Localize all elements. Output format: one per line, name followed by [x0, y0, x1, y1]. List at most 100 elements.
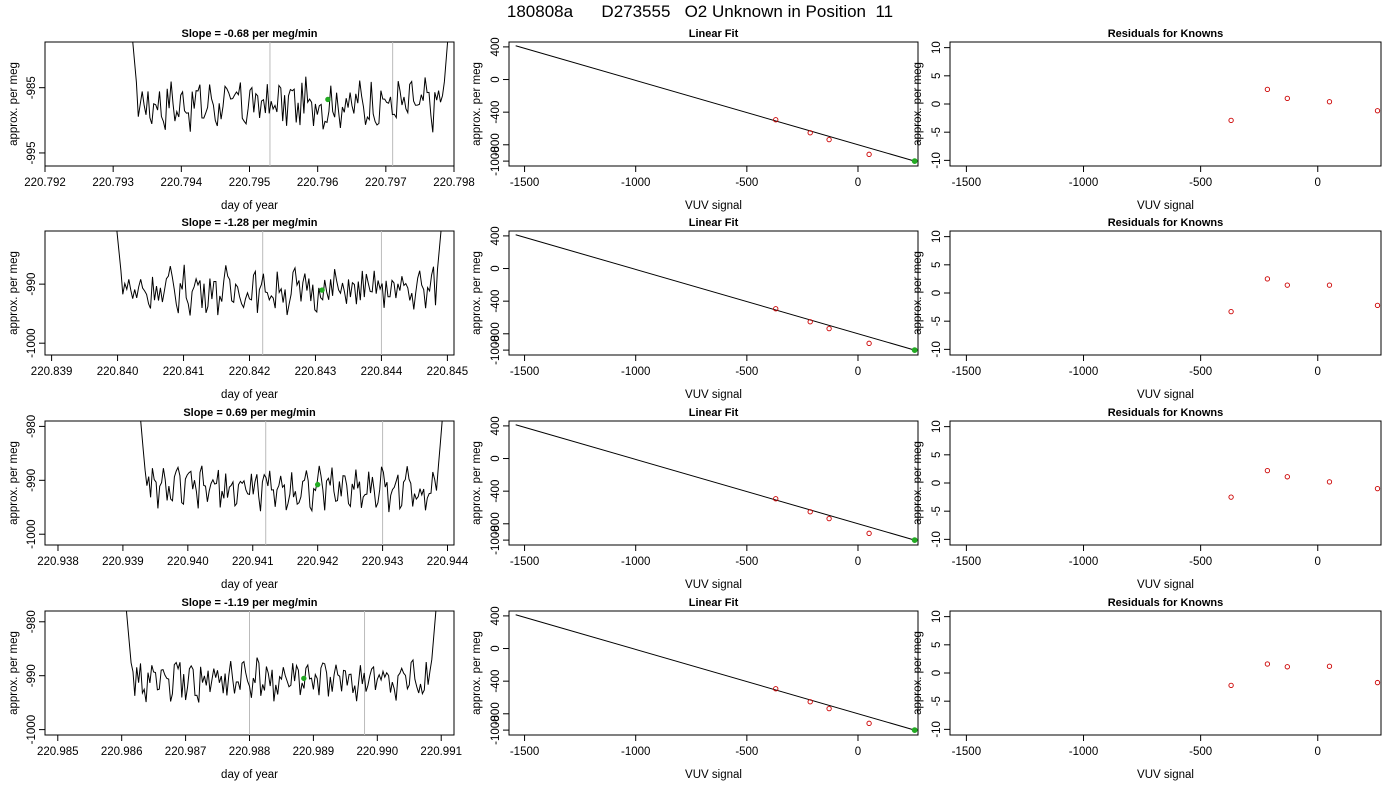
- known-data-point: [1228, 494, 1234, 500]
- plot-area: [132, 42, 449, 166]
- y-tick-label: -1000: [26, 520, 38, 549]
- panel-title: Linear Fit: [689, 28, 739, 40]
- known-data-point: [1264, 661, 1271, 667]
- x-tick-label: 0: [1315, 746, 1321, 758]
- x-tick-label: -1000: [621, 746, 650, 758]
- known-data-point: [1284, 664, 1290, 670]
- x-tick-label: -500: [1189, 177, 1212, 189]
- plot-frame: [508, 230, 919, 356]
- x-tick-label: -1500: [952, 177, 981, 189]
- plot-frame: [949, 420, 1382, 546]
- panel-3: Residuals for Knowns VUV signal approx. pe…: [912, 28, 1382, 212]
- y-tick-label: -800: [490, 322, 502, 345]
- panel-7: Slope = 0.69 per meg/min day of year appro…: [8, 407, 469, 591]
- x-tick-label: 220.795: [229, 177, 271, 189]
- known-data-point: [1264, 467, 1271, 474]
- x-tick-label: 220.842: [229, 366, 271, 378]
- y-axis-label: approx. per meg: [912, 62, 924, 146]
- y-tick-label: 0: [931, 101, 943, 107]
- known-data-point: [1326, 99, 1333, 105]
- plot-frame: [949, 41, 1382, 167]
- x-tick-label: 220.987: [165, 746, 207, 758]
- x-tick-label: -1000: [1069, 556, 1098, 568]
- y-tick-label: 400: [490, 416, 502, 435]
- x-axis-label: day of year: [221, 769, 278, 781]
- known-data-point: [826, 136, 832, 143]
- x-tick-label: 220.798: [433, 177, 475, 189]
- panel-8: Linear Fit VUV signal approx. per meg -1500…: [471, 407, 919, 591]
- panel-title: Linear Fit: [689, 597, 739, 609]
- y-tick-label: -990: [26, 273, 38, 296]
- x-tick-label: -500: [1189, 746, 1212, 758]
- fit-line: [515, 424, 915, 541]
- panel-1: Slope = -0.68 per meg/min day of year appr…: [8, 28, 475, 212]
- x-tick-label: -500: [1189, 366, 1212, 378]
- known-data-point: [826, 516, 832, 522]
- known-data-point: [1374, 485, 1381, 492]
- x-tick-label: 220.988: [229, 746, 271, 758]
- y-tick-label: 0: [931, 290, 943, 296]
- x-tick-label: 0: [855, 746, 861, 758]
- y-tick-label: -990: [26, 664, 38, 687]
- y-tick-label: 10: [931, 41, 943, 54]
- y-tick-label: 5: [931, 262, 943, 268]
- x-tick-label: 220.942: [297, 556, 339, 568]
- time-trace-line: [125, 611, 437, 703]
- x-tick-label: 220.844: [361, 366, 403, 378]
- x-tick-label: 220.991: [420, 746, 462, 758]
- plot-frame: [508, 41, 919, 167]
- plot-frame: [508, 420, 919, 546]
- plot-area: [140, 421, 443, 545]
- y-tick-label: 5: [931, 642, 943, 648]
- panel-4: Slope = -1.28 per meg/min day of year appr…: [8, 217, 468, 401]
- x-axis-label: VUV signal: [685, 769, 742, 781]
- x-axis-label: VUV signal: [685, 579, 742, 591]
- y-tick-label: 0: [490, 76, 502, 82]
- y-axis-label: approx. per meg: [8, 631, 20, 715]
- plot-frame: [949, 230, 1382, 356]
- x-tick-label: -1500: [510, 366, 539, 378]
- y-tick-label: -1000: [490, 335, 502, 364]
- unknown-data-point: [911, 158, 918, 165]
- y-tick-label: -980: [26, 415, 38, 438]
- y-tick-label: -1000: [26, 328, 38, 357]
- unknown-data-point: [911, 347, 918, 354]
- y-tick-label: -400: [490, 290, 502, 313]
- panel-title: Slope = -1.28 per meg/min: [181, 217, 317, 229]
- panel-2: Linear Fit VUV signal approx. per meg -1500…: [471, 28, 919, 212]
- y-tick-label: -400: [490, 101, 502, 124]
- panel-5: Linear Fit VUV signal approx. per meg -1500…: [471, 217, 919, 401]
- y-tick-label: 5: [931, 452, 943, 458]
- x-tick-label: 0: [1315, 366, 1321, 378]
- plot-frame: [44, 420, 455, 546]
- y-tick-label: -800: [490, 512, 502, 535]
- panel-6: Residuals for Knowns VUV signal approx. pe…: [912, 217, 1382, 401]
- x-tick-label: 220.944: [427, 556, 469, 568]
- x-tick-label: 220.792: [24, 177, 66, 189]
- known-data-point: [1326, 479, 1333, 485]
- panel-title: Slope = 0.69 per meg/min: [183, 407, 316, 419]
- plot-area: [1228, 86, 1381, 123]
- x-tick-label: -1500: [952, 556, 981, 568]
- x-axis-label: VUV signal: [685, 389, 742, 401]
- x-axis-label: day of year: [221, 579, 278, 591]
- y-axis-label: approx. per meg: [8, 62, 20, 146]
- time-trace-line: [132, 42, 449, 133]
- x-tick-label: 220.841: [163, 366, 205, 378]
- x-axis-label: day of year: [221, 200, 278, 212]
- x-tick-label: -500: [1189, 556, 1212, 568]
- x-tick-label: 220.939: [102, 556, 144, 568]
- panel-title: Linear Fit: [689, 407, 739, 419]
- x-tick-label: -1000: [621, 177, 650, 189]
- y-tick-label: 10: [931, 610, 943, 623]
- y-tick-label: -990: [26, 469, 38, 492]
- x-tick-label: 220.985: [37, 746, 79, 758]
- known-data-point: [1284, 474, 1290, 480]
- x-axis-label: day of year: [221, 389, 278, 401]
- y-tick-label: -400: [490, 670, 502, 693]
- x-tick-label: 0: [855, 177, 861, 189]
- plot-frame: [44, 230, 455, 356]
- y-axis-label: approx. per meg: [471, 62, 483, 146]
- plot-area: [515, 45, 918, 165]
- known-data-point: [1374, 108, 1381, 114]
